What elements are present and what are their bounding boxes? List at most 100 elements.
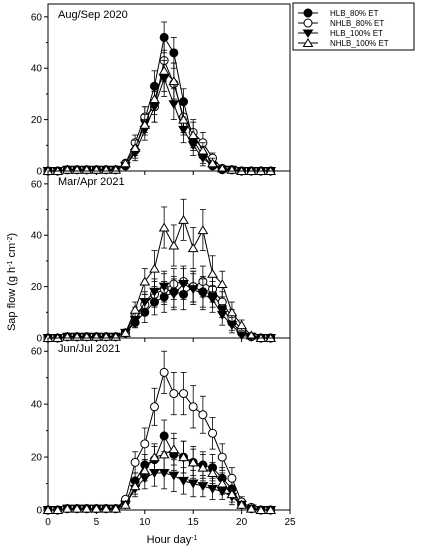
open-triangle-up-marker (236, 499, 247, 509)
filled-triangle-down-marker (207, 295, 218, 305)
open-triangle-up-marker (236, 320, 247, 330)
y-tick-label: 60 (31, 347, 43, 358)
open-circle-marker (188, 402, 198, 412)
open-triangle-up-marker (91, 503, 102, 513)
open-triangle-up-marker (265, 505, 277, 514)
legend-box (292, 2, 415, 51)
y-tick-label: 0 (36, 334, 42, 345)
y-tick-label: 60 (31, 12, 43, 23)
legend-label: NHLB_100% ET (330, 39, 389, 48)
legend-label: NHLB_80% ET (330, 19, 384, 28)
open-triangle-up-marker (216, 163, 228, 173)
series-triangle-up-open (42, 49, 277, 175)
panel-frame (47, 170, 291, 339)
filled-triangle-down-marker (178, 280, 189, 290)
chart-panel-2: 0 20 40 60 Mar/Apr 2021 (31, 170, 291, 345)
x-axis-label-sup: -1 (191, 535, 197, 542)
open-triangle-up-marker (168, 76, 180, 86)
y-tick-label: 40 (31, 231, 43, 242)
series-line (48, 58, 271, 172)
panel-title: Mar/Apr 2021 (58, 176, 125, 188)
open-triangle-up-marker (139, 119, 151, 129)
filled-triangle-down-marker (207, 484, 218, 494)
open-triangle-up-marker (245, 330, 257, 340)
open-triangle-up-marker (100, 503, 112, 513)
open-triangle-up-marker (81, 503, 93, 513)
open-triangle-up-marker (207, 158, 218, 168)
filled-triangle-down-marker (149, 287, 160, 297)
open-triangle-up-marker (120, 499, 131, 509)
series-circle-filled (43, 21, 276, 176)
filled-triangle-down-marker (168, 471, 180, 481)
legend-item-nhlb-80: NHLB_80% ET (298, 18, 384, 28)
series-triangle-up-open (42, 198, 277, 342)
open-circle-marker (140, 439, 150, 449)
y-tick-label: 20 (31, 115, 43, 126)
open-triangle-up-marker (129, 304, 141, 314)
filled-triangle-down-marker (168, 100, 180, 110)
filled-circle-marker-icon (303, 8, 313, 18)
open-triangle-up-marker (187, 457, 199, 467)
open-circle-marker (169, 389, 179, 399)
panel-title: Aug/Sep 2020 (58, 9, 128, 21)
open-triangle-up-marker (255, 505, 267, 514)
open-triangle-up-marker (226, 489, 238, 499)
open-circle-marker (149, 402, 159, 412)
filled-triangle-down-marker-icon (302, 29, 314, 38)
open-circle-marker (208, 428, 218, 438)
filled-triangle-down-marker (187, 285, 199, 295)
open-triangle-up-marker (120, 327, 131, 337)
filled-triangle-down-marker (168, 290, 180, 300)
open-triangle-up-marker (158, 222, 170, 232)
filled-triangle-down-marker (158, 282, 170, 292)
open-circle-marker (159, 367, 169, 377)
panel-frame (47, 3, 291, 172)
open-triangle-up-marker (216, 478, 228, 488)
open-triangle-up-marker (178, 114, 189, 124)
open-triangle-up-marker (207, 268, 218, 278)
open-triangle-up-marker (197, 145, 209, 155)
open-circle-marker (179, 389, 189, 399)
open-circle-marker (130, 457, 140, 467)
x-tick-label: 5 (94, 517, 100, 528)
open-triangle-up-marker (197, 225, 209, 235)
series-line (48, 77, 271, 172)
y-tick-label: 20 (31, 453, 43, 464)
open-triangle-up-marker (61, 503, 73, 513)
open-triangle-up-marker (245, 503, 257, 513)
open-triangle-up-marker (129, 481, 141, 491)
open-triangle-up-marker (139, 465, 151, 475)
x-tick-label: 10 (139, 517, 151, 528)
filled-triangle-down-marker (139, 298, 151, 308)
y-tick-label: 60 (31, 179, 43, 190)
y-axis-label-sup2: -2 (7, 237, 14, 243)
y-axis-label: Sap flow (g h-1 cm-2) (6, 233, 18, 331)
open-triangle-up-marker (187, 243, 199, 253)
open-triangle-up-marker (226, 307, 238, 317)
y-tick-label: 40 (31, 400, 43, 411)
open-triangle-up-marker (178, 214, 189, 224)
y-tick-label: 0 (36, 167, 42, 178)
y-axis-label-sup1: -1 (7, 261, 14, 267)
series-line (48, 36, 271, 172)
filled-triangle-down-marker (197, 290, 209, 300)
legend-item-nhlb-100: NHLB_100% ET (298, 38, 389, 48)
filled-triangle-down-marker (178, 476, 189, 486)
open-triangle-up-marker (52, 505, 64, 514)
series-triangle-down-filled (42, 60, 277, 176)
series-triangle-up-open (42, 432, 277, 514)
open-triangle-up-marker (71, 503, 83, 513)
x-axis-label-main: Hour day (147, 534, 192, 546)
panel-frame (47, 337, 291, 511)
open-triangle-up-marker (178, 452, 189, 462)
filled-triangle-down-marker (216, 310, 228, 320)
chart-panel-1: 0 20 40 60 Aug/Sep 2020 (31, 3, 291, 178)
y-axis-label-end: ) (6, 233, 18, 237)
open-triangle-up-marker-icon (302, 38, 314, 47)
legend-label: HLB_100% ET (330, 29, 383, 38)
chart-panels: 0 20 40 60 Aug/Sep 2020 0 20 40 60 Mar/Apr 2021 0 2… (31, 3, 296, 528)
open-circle-marker (227, 473, 237, 483)
legend-label: HLB_80% ET (330, 9, 379, 18)
